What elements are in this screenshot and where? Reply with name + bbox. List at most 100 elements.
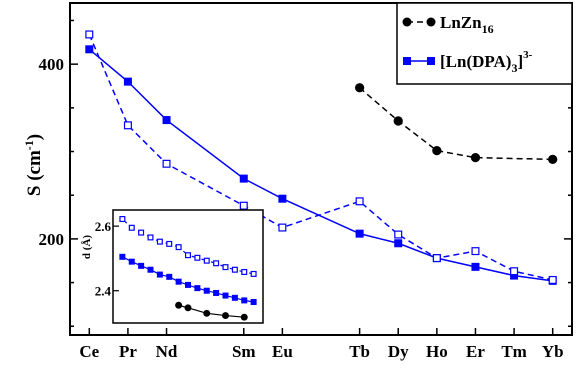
inset-y-tick-label-1: 2.6 (95, 219, 112, 234)
point-dpa_dashed-1 (123, 121, 132, 130)
x-tick-label-Nd: Nd (156, 342, 178, 361)
point-inset_filled-3 (147, 266, 154, 273)
point-inset_open-4 (156, 238, 163, 245)
legend-entry-lnzn16: LnZn16 (402, 13, 494, 36)
point-inset_filled-1 (128, 258, 135, 265)
inset-y-tick-label-0: 2.4 (95, 284, 112, 299)
point-lnzn16-1 (393, 116, 403, 126)
y-axis: 200 400 (39, 19, 572, 328)
point-inset_open-10 (213, 260, 220, 267)
point-inset_black-0 (175, 301, 183, 309)
point-inset_open-14 (250, 270, 257, 277)
series-lnzn16 (354, 83, 558, 165)
x-tick-label-Er: Er (466, 342, 485, 361)
point-inset_filled-9 (203, 287, 210, 294)
x-axis: Ce Pr Nd Sm Eu Tb Dy Ho Er Tm Yb (79, 328, 564, 361)
point-lnzn16-4 (548, 154, 558, 165)
point-inset_filled-14 (250, 299, 257, 306)
point-inset_black-3 (222, 312, 229, 320)
inset-y-axis: 2.4 2.6 (95, 219, 119, 299)
point-inset_filled-10 (213, 289, 220, 296)
point-dpa_solid-2 (162, 116, 171, 125)
legend-marker-dpa-a (403, 57, 411, 65)
y-tick-label-200: 200 (39, 230, 65, 249)
point-inset_open-11 (222, 264, 229, 271)
y-axis-label-sup: -1 (22, 140, 36, 150)
legend-entry-dpa: [Ln(DPA)3]3- (403, 49, 533, 75)
x-tick-label-Eu: Eu (272, 342, 293, 361)
point-inset_open-6 (175, 244, 182, 251)
point-inset_open-1 (128, 224, 135, 231)
x-tick-label-Tb: Tb (349, 342, 370, 361)
legend-label-lnzn16-sub: 16 (482, 22, 494, 36)
point-dpa_dashed-3 (239, 201, 248, 210)
point-inset_black-1 (184, 304, 192, 312)
inset-frame (112, 209, 264, 324)
point-inset_black-4 (240, 313, 248, 321)
point-inset_filled-6 (175, 278, 182, 285)
inset-y-axis-label: d (Å) (81, 235, 93, 259)
point-lnzn16-3 (470, 153, 481, 163)
point-dpa_dashed-6 (394, 230, 403, 239)
y-tick-label-400: 400 (39, 55, 65, 74)
legend-label-dpa-after: ] (517, 52, 523, 71)
point-dpa_solid-3 (239, 174, 248, 183)
point-lnzn16-0 (354, 83, 365, 93)
point-dpa_solid-4 (278, 194, 287, 203)
point-inset_filled-5 (166, 273, 173, 280)
point-inset_filled-12 (231, 294, 238, 301)
point-inset_open-5 (166, 240, 173, 247)
plot-frame (69, 2, 573, 336)
inset-series-layer (119, 216, 257, 321)
x-tick-label-Ce: Ce (79, 342, 99, 361)
y-axis-label: S (cm-1) (22, 134, 45, 196)
series-layer (85, 30, 558, 285)
point-dpa_solid-9 (510, 271, 519, 280)
point-dpa_dashed-8 (471, 247, 480, 256)
series-dpa_dashed (85, 30, 557, 284)
point-dpa_solid-6 (394, 239, 403, 248)
legend-label-lnzn16: LnZn16 (440, 13, 494, 36)
x-tick-label-Sm: Sm (232, 342, 256, 361)
legend-label-dpa-sub: 3 (511, 61, 517, 75)
point-dpa_dashed-10 (548, 275, 557, 284)
point-dpa_dashed-9 (510, 267, 519, 276)
point-inset_filled-13 (241, 297, 248, 304)
point-dpa_dashed-2 (162, 159, 171, 168)
series-inset_open (119, 216, 257, 277)
x-tick-label-Ho: Ho (426, 342, 448, 361)
legend: LnZn16 [Ln(DPA)3]3- (396, 2, 573, 85)
x-tick-label-Yb: Yb (542, 342, 564, 361)
y-axis-label-close: ) (24, 134, 45, 140)
x-tick-label-Pr: Pr (119, 342, 137, 361)
point-inset_open-2 (138, 229, 145, 236)
point-dpa_solid-8 (471, 262, 480, 271)
point-dpa_solid-5 (355, 229, 364, 238)
point-dpa_dashed-0 (85, 30, 94, 39)
point-inset_filled-4 (156, 271, 163, 278)
legend-label-dpa-sup: 3- (523, 49, 533, 61)
point-dpa_solid-1 (123, 77, 132, 86)
legend-marker-lnzn16-a (402, 17, 412, 27)
series-line-dpa_dashed (88, 34, 553, 281)
inset: 2.4 2.6 d (Å) (81, 209, 264, 324)
series-inset_filled (119, 253, 257, 306)
legend-label-dpa-base: [Ln(DPA) (440, 52, 511, 71)
legend-marker-dpa-b (427, 57, 435, 65)
point-inset_open-7 (185, 252, 192, 259)
legend-box (396, 2, 573, 85)
point-inset_filled-2 (138, 262, 145, 269)
point-inset_open-0 (119, 216, 126, 223)
point-inset_black-2 (203, 309, 211, 317)
point-inset_open-8 (194, 254, 201, 261)
point-inset_filled-0 (119, 253, 126, 260)
point-inset_filled-11 (222, 292, 229, 299)
x-tick-label-Dy: Dy (388, 342, 409, 361)
point-inset_filled-7 (185, 281, 191, 288)
point-lnzn16-2 (432, 146, 442, 156)
point-dpa_dashed-5 (355, 197, 364, 206)
series-line-lnzn16 (359, 87, 553, 161)
point-inset_open-12 (231, 266, 238, 273)
legend-label-lnzn16-base: LnZn (440, 13, 482, 32)
